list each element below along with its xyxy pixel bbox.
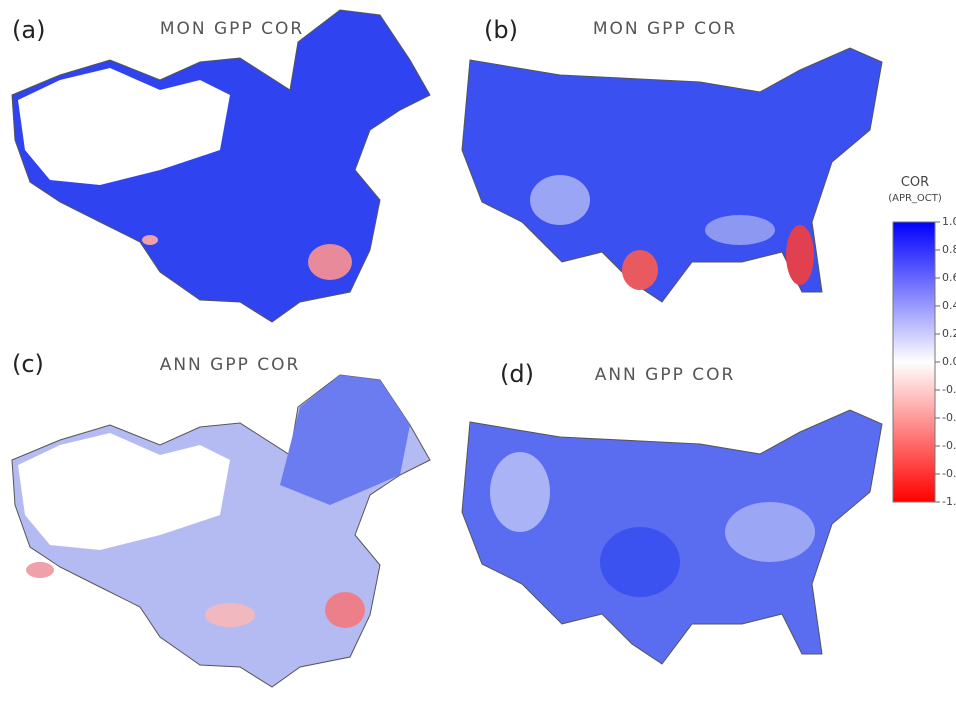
panel-label: (d) [500, 360, 534, 388]
colorbar-tick-label: 1.0 [942, 215, 956, 228]
colorbar-tick-label: 0.6 [942, 271, 956, 284]
map-b [461, 47, 883, 303]
map-a [11, 9, 431, 323]
colorbar [892, 221, 936, 503]
map-c [11, 374, 431, 688]
panel-label: (c) [12, 350, 44, 378]
map-d [461, 409, 883, 665]
colorbar-tick-label: -1.0 [942, 495, 956, 508]
panel-title: ANN GPP COR [595, 365, 736, 385]
colorbar-title: COR [901, 175, 929, 190]
colorbar-tick-label: 0.8 [942, 243, 956, 256]
colorbar-tick-label: 0.2 [942, 327, 956, 340]
panel-title: MON GPP COR [593, 19, 737, 39]
colorbar-tick-label: 0.0 [942, 355, 956, 368]
colorbar-tick-label: 0.4 [942, 299, 956, 312]
panel-label: (b) [484, 16, 518, 44]
colorbar-tick-label: -0.2 [942, 383, 956, 396]
panel-title: ANN GPP COR [160, 355, 301, 375]
panel-title: MON GPP COR [160, 19, 304, 39]
colorbar-tick-label: -0.4 [942, 411, 956, 424]
colorbar-tick-label: -0.8 [942, 467, 956, 480]
colorbar-tick-label: -0.6 [942, 439, 956, 452]
panel-label: (a) [12, 16, 45, 44]
colorbar-subtitle: (APR_OCT) [888, 193, 942, 204]
